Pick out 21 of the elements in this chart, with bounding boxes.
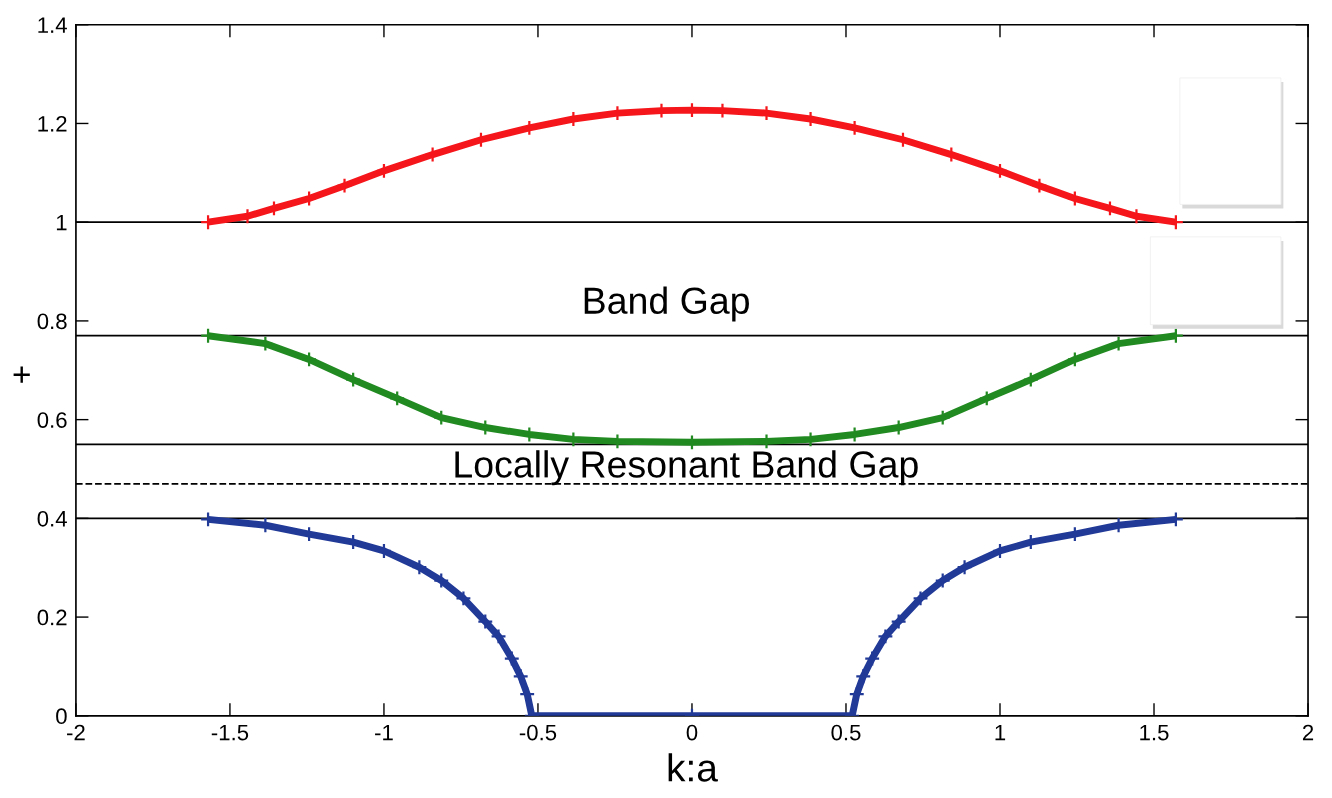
x-tick-label: 1 bbox=[995, 724, 1006, 741]
y-tick-label: 0.8 bbox=[37, 313, 67, 330]
y-tick-label: 1.4 bbox=[38, 17, 67, 33]
y-tick-label: 0 bbox=[56, 708, 67, 725]
y-tick-label: 1 bbox=[56, 214, 67, 231]
y-tick-label: 0.2 bbox=[37, 609, 67, 626]
x-tick-label: -1 bbox=[375, 724, 393, 741]
y-tick-label: 0.4 bbox=[37, 510, 67, 527]
x-tick-label: -2 bbox=[67, 724, 85, 741]
annotation: Locally Resonant Band Gap bbox=[455, 450, 918, 486]
x-axis-title: k:a bbox=[668, 753, 718, 782]
y-axis-title: + bbox=[13, 366, 30, 383]
x-tick-label: 1.5 bbox=[1140, 724, 1169, 741]
y-tick-label: 0.6 bbox=[37, 412, 67, 428]
y-tick-label: 1.2 bbox=[38, 116, 67, 132]
x-tick-label: 2 bbox=[1302, 724, 1314, 741]
x-tick-label: 0 bbox=[686, 724, 698, 741]
x-tick-label: 0.5 bbox=[831, 724, 861, 741]
x-tick-label: -1.5 bbox=[211, 724, 249, 741]
annotation: Band Gap bbox=[584, 286, 749, 322]
x-tick-label: -0.5 bbox=[519, 724, 557, 741]
